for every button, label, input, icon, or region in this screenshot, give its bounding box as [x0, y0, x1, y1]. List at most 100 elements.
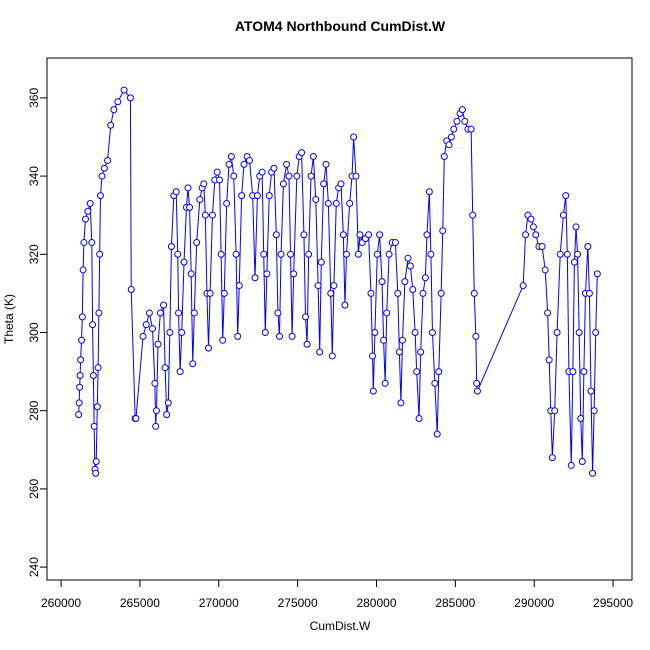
data-point — [164, 399, 172, 407]
data-point — [343, 250, 351, 258]
data-point — [427, 250, 435, 258]
data-point — [95, 309, 103, 317]
data-point — [317, 258, 325, 266]
data-point — [279, 180, 287, 188]
data-point — [399, 336, 407, 344]
data-point — [330, 282, 338, 290]
data-point — [80, 239, 88, 247]
data-point — [450, 125, 458, 133]
data-point — [86, 199, 94, 207]
data-point — [180, 258, 188, 266]
data-point — [356, 231, 364, 239]
data-point — [92, 469, 100, 477]
data-point — [184, 184, 192, 192]
data-point — [567, 461, 575, 469]
data-point — [126, 94, 134, 102]
data-point — [176, 368, 184, 376]
data-point — [341, 301, 349, 309]
data-point — [312, 196, 320, 204]
data-point — [293, 172, 301, 180]
data-point — [409, 285, 417, 293]
data-point — [391, 239, 399, 247]
data-point — [189, 360, 197, 368]
data-point — [89, 372, 97, 380]
data-point — [473, 379, 481, 387]
data-point — [324, 199, 332, 207]
data-point — [580, 368, 588, 376]
y-tick-label: 260 — [27, 479, 41, 499]
data-point — [570, 258, 578, 266]
data-point — [373, 250, 381, 258]
data-point — [544, 309, 552, 317]
data-point — [461, 117, 469, 125]
data-point — [96, 250, 104, 258]
data-point — [196, 196, 204, 204]
data-point — [545, 356, 553, 364]
data-point — [538, 242, 546, 250]
data-point — [529, 223, 537, 231]
data-point — [107, 121, 115, 129]
y-tick-label: 320 — [27, 244, 41, 264]
data-point — [447, 133, 455, 141]
data-point — [578, 458, 586, 466]
data-point — [437, 289, 445, 297]
data-point — [551, 407, 559, 415]
data-point — [114, 98, 122, 106]
data-point — [575, 328, 583, 336]
data-point — [232, 250, 240, 258]
data-point — [328, 352, 336, 360]
data-point — [290, 270, 298, 278]
data-point — [417, 348, 425, 356]
data-point — [178, 328, 186, 336]
data-point — [93, 403, 101, 411]
data-point — [302, 313, 310, 321]
data-point — [100, 164, 108, 172]
data-point — [352, 172, 360, 180]
data-point — [587, 387, 595, 395]
data-point — [238, 192, 246, 200]
data-point — [433, 430, 441, 438]
data-point — [303, 340, 311, 348]
data-point — [76, 383, 84, 391]
data-point — [435, 368, 443, 376]
x-tick-label: 270000 — [199, 596, 239, 610]
data-point — [220, 289, 228, 297]
data-point — [354, 250, 362, 258]
data-point — [151, 379, 159, 387]
x-tick-label: 295000 — [593, 596, 633, 610]
data-point — [81, 215, 89, 223]
data-point — [365, 231, 373, 239]
data-point — [225, 160, 233, 168]
data-point — [470, 289, 478, 297]
data-point — [186, 203, 194, 211]
data-point — [172, 188, 180, 196]
data-point — [110, 106, 118, 114]
data-point — [322, 160, 330, 168]
data-point — [156, 309, 164, 317]
data-point — [346, 199, 354, 207]
data-point — [367, 289, 375, 297]
data-point — [90, 422, 98, 430]
data-point — [404, 254, 412, 262]
data-point — [285, 172, 293, 180]
data-point — [590, 407, 598, 415]
data-point — [298, 149, 306, 157]
data-point — [592, 328, 600, 336]
data-point — [397, 399, 405, 407]
x-tick-label: 265000 — [120, 596, 160, 610]
data-point — [160, 301, 168, 309]
data-point — [235, 282, 243, 290]
data-point — [205, 344, 213, 352]
data-point — [522, 231, 530, 239]
data-point — [167, 242, 175, 250]
data-point — [174, 250, 182, 258]
data-point — [458, 106, 466, 114]
data-point — [234, 332, 242, 340]
data-point — [145, 309, 153, 317]
data-point — [216, 176, 224, 184]
data-point — [316, 348, 324, 356]
data-point — [283, 160, 291, 168]
data-point — [89, 321, 97, 329]
